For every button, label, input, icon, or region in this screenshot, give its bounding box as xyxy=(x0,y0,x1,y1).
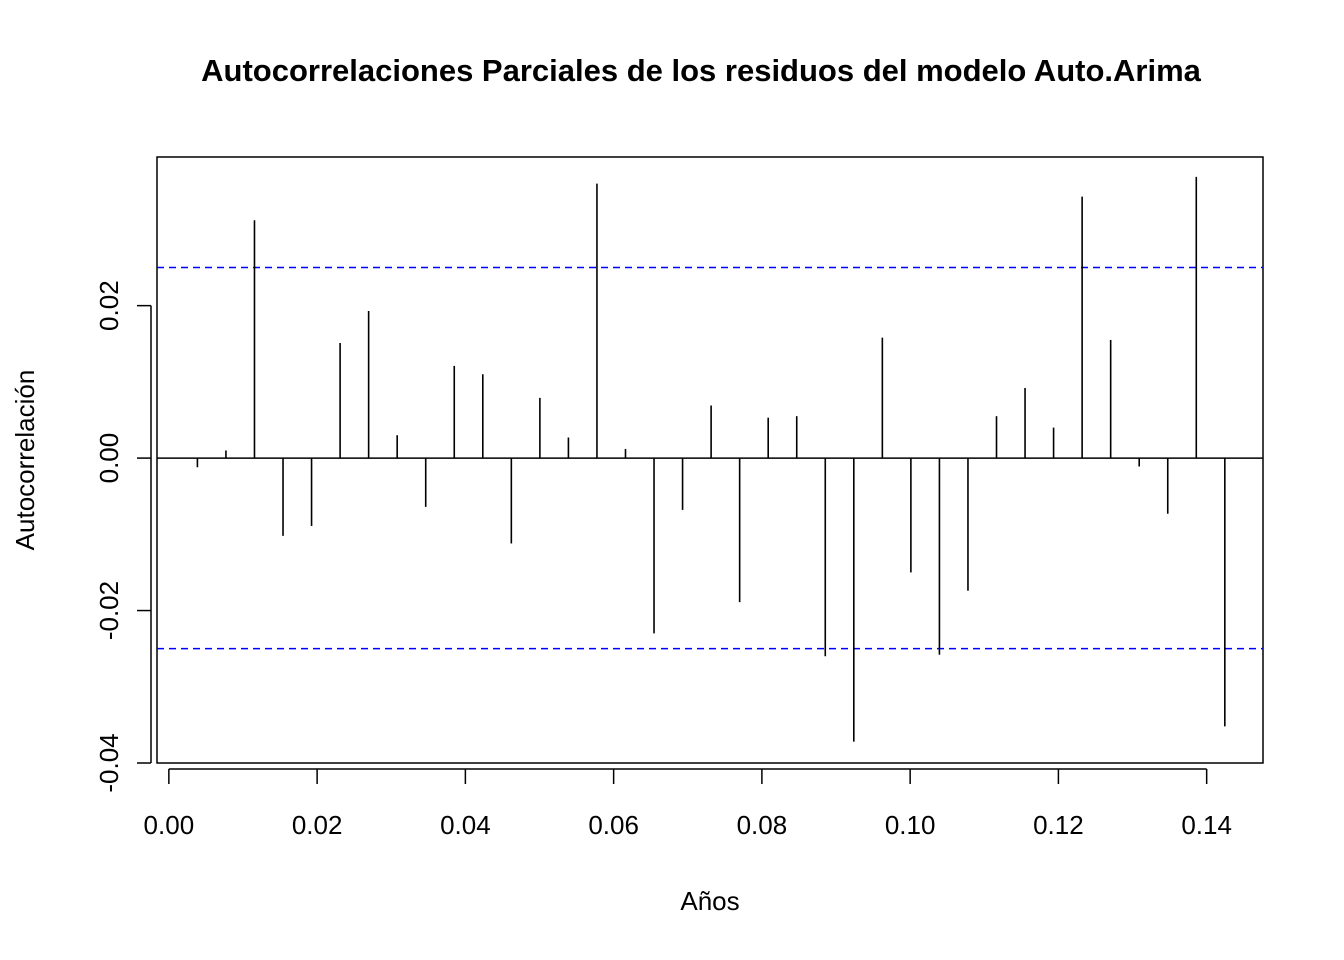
pacf-bars xyxy=(196,176,1226,742)
x-tick-label: 0.14 xyxy=(1181,810,1232,840)
confidence-bounds xyxy=(157,266,1263,650)
x-tick-label: 0.06 xyxy=(588,810,639,840)
x-tick-label: 0.10 xyxy=(885,810,936,840)
y-tick-label: 0.00 xyxy=(94,433,124,484)
x-tick-label: 0.02 xyxy=(292,810,343,840)
x-axis-label: Años xyxy=(680,886,739,916)
x-tick-label: 0.04 xyxy=(440,810,491,840)
y-tick-label: -0.04 xyxy=(94,733,124,792)
y-axis-label: Autocorrelación xyxy=(10,370,40,551)
y-tick-label: -0.02 xyxy=(94,581,124,640)
x-tick-label: 0.08 xyxy=(737,810,788,840)
x-axis: 0.00 0.02 0.04 0.06 0.08 0.10 0.12 0.14 xyxy=(144,768,1232,840)
chart-title: Autocorrelaciones Parciales de los resid… xyxy=(201,53,1202,88)
y-axis: -0.04 -0.02 0.00 0.02 xyxy=(94,280,152,793)
x-tick-label: 0.00 xyxy=(144,810,195,840)
y-tick-label: 0.02 xyxy=(94,280,124,331)
x-tick-label: 0.12 xyxy=(1033,810,1084,840)
plot-frame xyxy=(156,156,1264,764)
